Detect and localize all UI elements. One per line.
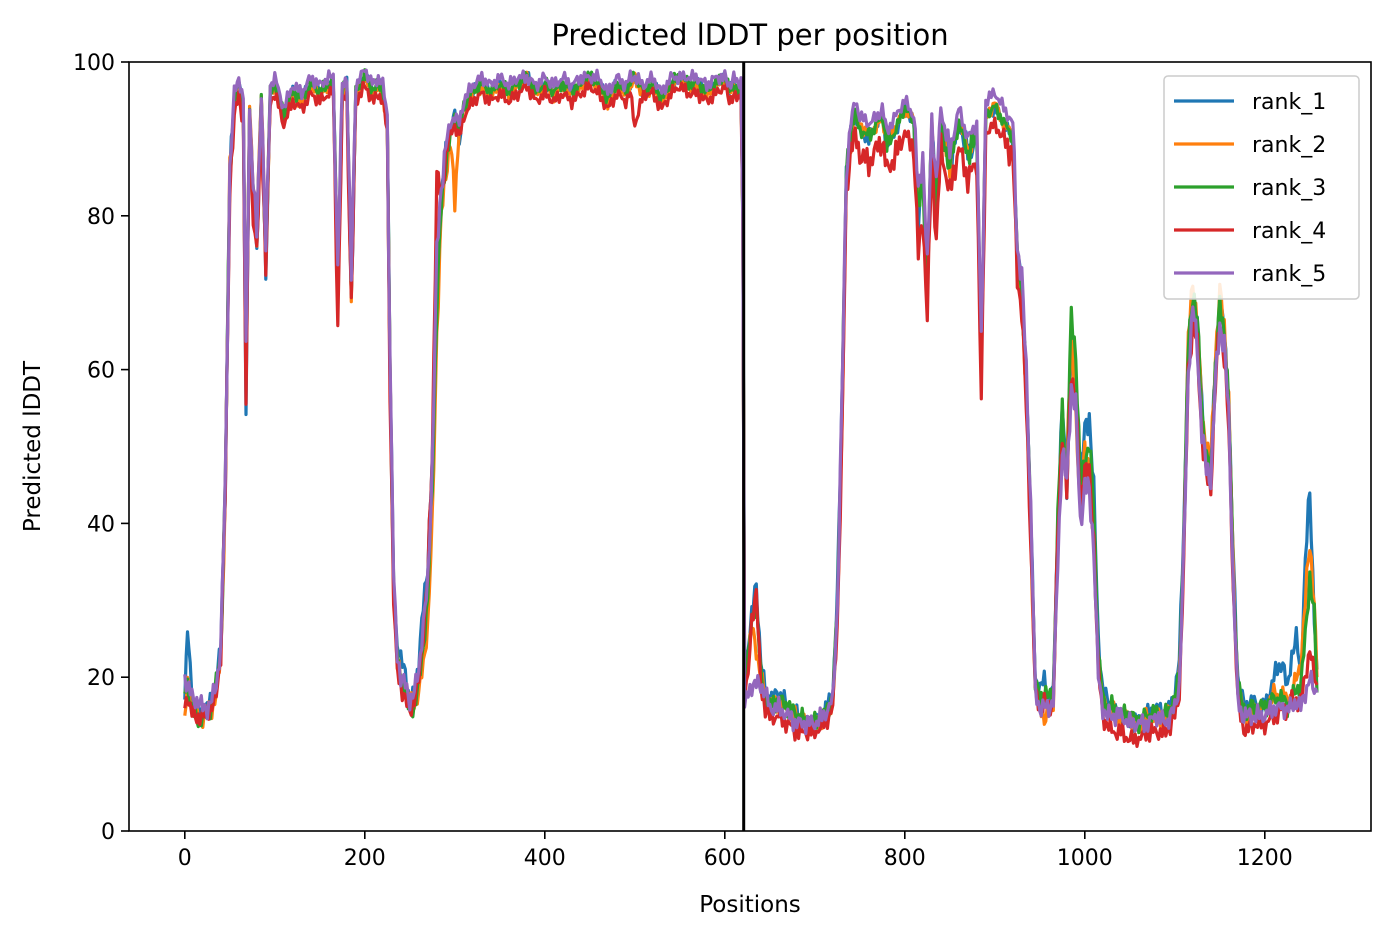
y-tick-label: 0: [101, 820, 115, 845]
x-tick-label: 1200: [1237, 846, 1293, 871]
series-lines: [185, 70, 1317, 747]
legend-label-rank_3: rank_3: [1252, 176, 1326, 201]
x-axis-label: Positions: [699, 892, 801, 918]
y-tick-label: 80: [87, 205, 115, 230]
legend-label-rank_5: rank_5: [1252, 262, 1326, 287]
x-tick-label: 0: [178, 846, 192, 871]
x-tick-label: 400: [524, 846, 566, 871]
y-tick-label: 60: [87, 359, 115, 384]
x-tick-label: 600: [704, 846, 746, 871]
legend-label-rank_2: rank_2: [1252, 133, 1326, 158]
lddt-line-chart: Predicted lDDT per position 0 200 400 600 80…: [0, 0, 1391, 939]
x-axis-ticks: 0 200 400 600 800 1000 1200: [178, 831, 1293, 871]
x-tick-label: 1000: [1057, 846, 1113, 871]
y-axis-ticks: 0 20 40 60 80 100: [73, 51, 129, 845]
legend-label-rank_4: rank_4: [1252, 219, 1326, 244]
legend: rank_1 rank_2 rank_3 rank_4 rank_5: [1164, 76, 1359, 299]
x-tick-label: 200: [344, 846, 386, 871]
y-axis-label: Predicted lDDT: [20, 360, 46, 532]
chart-title: Predicted lDDT per position: [551, 18, 948, 52]
y-tick-label: 20: [87, 666, 115, 691]
x-tick-label: 800: [884, 846, 926, 871]
y-tick-label: 100: [73, 51, 115, 76]
y-tick-label: 40: [87, 512, 115, 537]
legend-label-rank_1: rank_1: [1252, 90, 1326, 115]
